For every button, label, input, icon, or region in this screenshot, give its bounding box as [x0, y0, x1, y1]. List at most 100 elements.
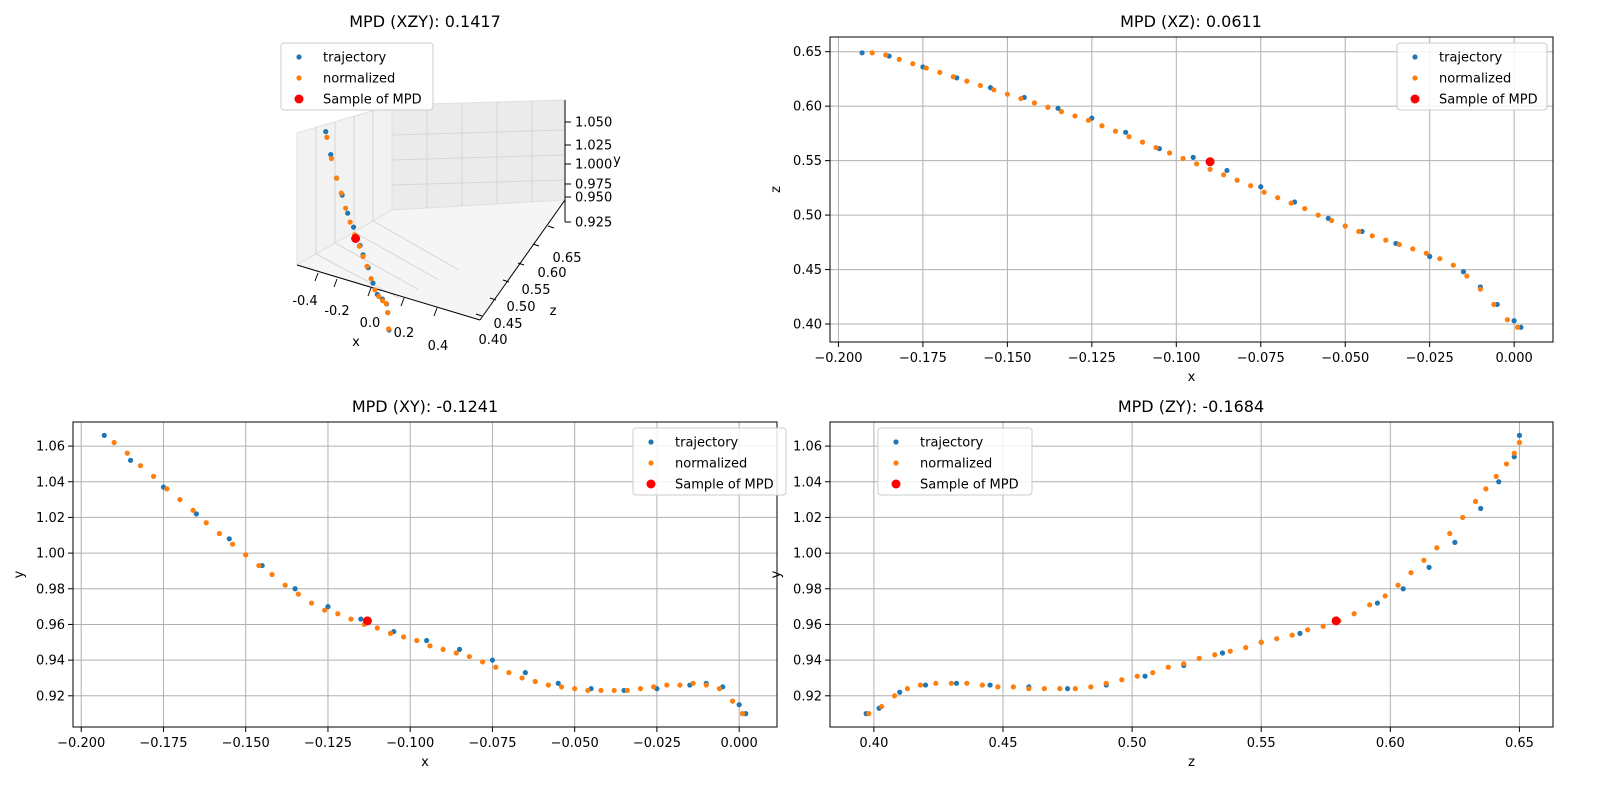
tick-label-x: −0.200 [814, 351, 862, 366]
data-point-3d [328, 152, 334, 158]
tick-label-y: 1.02 [793, 511, 822, 526]
data-point [1503, 461, 1510, 467]
data-point [190, 507, 196, 513]
data-point [522, 669, 528, 676]
tick-label-x: −0.100 [386, 736, 434, 751]
legend-marker [893, 460, 899, 466]
data-point [1400, 586, 1406, 592]
axis-label-y: z [769, 186, 784, 193]
data-point [1383, 237, 1389, 243]
data-point [611, 687, 617, 694]
data-point [335, 611, 341, 617]
data-point [295, 591, 301, 597]
tick-label-x: −0.150 [222, 736, 270, 751]
data-point [1058, 109, 1065, 115]
tick-label-x: 0.000 [1496, 351, 1533, 366]
series-sample-of-mpd [1205, 157, 1215, 167]
legend-marker [648, 460, 654, 466]
legend-frame [632, 427, 787, 496]
data-point [1342, 223, 1348, 229]
tick-label-x: 0.50 [1118, 736, 1147, 751]
data-point [137, 463, 144, 469]
tick-label-z-3d: 0.65 [553, 251, 582, 266]
data-point-3d [343, 205, 349, 211]
tick-x-3d [367, 287, 372, 297]
series-normalized [324, 134, 392, 332]
tick-x-3d [314, 272, 319, 282]
gridlines [830, 422, 1553, 727]
data-point [1126, 134, 1132, 140]
tick-label-x: 0.60 [1376, 736, 1405, 751]
legend-label: Sample of MPD [323, 93, 422, 108]
data-point [948, 680, 954, 686]
data-point [964, 680, 970, 686]
data-point [879, 703, 885, 710]
data-point [1196, 655, 1202, 661]
tick-label-y: 1.00 [36, 547, 65, 562]
data-point [1165, 664, 1171, 670]
data-point [1356, 228, 1362, 235]
data-point [1374, 600, 1381, 606]
data-point [358, 616, 364, 622]
data-point [904, 686, 911, 692]
data-point [216, 530, 222, 537]
data-point [1153, 144, 1159, 151]
series-sample-of-mpd [362, 616, 372, 626]
data-point [325, 604, 331, 610]
data-point [1496, 479, 1502, 485]
data-point [1367, 602, 1373, 608]
tick-x-3d [433, 307, 438, 317]
tick-z-3d [489, 297, 497, 301]
data-point [1224, 167, 1230, 174]
data-point [1026, 686, 1032, 692]
tick-label-x: 0.45 [989, 736, 1018, 751]
data-point [1041, 686, 1047, 692]
data-point [598, 687, 604, 694]
data-point [1103, 680, 1109, 686]
panel-mpd-xz-0-0611: −0.200 −0.175 −0.150 −0.125 −0.100 −0.075 −0.0… [769, 36, 1554, 385]
data-point [1180, 155, 1186, 162]
tick-label-y: 0.94 [36, 654, 65, 669]
data-point [558, 684, 565, 690]
data-point [1491, 301, 1497, 308]
data-point [519, 675, 525, 681]
tick-label-x: −0.050 [551, 736, 599, 751]
legend-marker [648, 439, 654, 445]
panel-mpd-xy-0-1241: −0.200 −0.175 −0.150 −0.125 −0.100 −0.075 −0.0… [12, 421, 778, 770]
legend-label: Sample of MPD [675, 478, 774, 493]
data-point [1018, 95, 1024, 102]
tick-label-y-3d: 1.025 [575, 139, 612, 154]
chart-title: MPD (ZY): -0.1684 [1118, 397, 1264, 416]
legend-label: Sample of MPD [1439, 93, 1538, 108]
data-point [1320, 623, 1326, 629]
data-point-3d [372, 287, 378, 293]
data-point [1099, 123, 1105, 129]
data-point [1289, 632, 1295, 638]
tick-label-y: 0.60 [793, 100, 822, 115]
legend-marker [1410, 94, 1420, 104]
data-point [1493, 473, 1499, 480]
plot-frame [829, 36, 1554, 343]
tick-label-x: −0.075 [1237, 351, 1285, 366]
data-point [1297, 630, 1303, 636]
data-point [1010, 684, 1016, 690]
data-point [362, 616, 372, 626]
tick-label-y: 1.02 [36, 511, 65, 526]
tick-label-y-3d: 0.950 [575, 191, 612, 206]
legend-marker [1412, 75, 1418, 81]
data-point [979, 682, 985, 688]
data-point [1437, 256, 1443, 262]
data-point [1088, 684, 1094, 690]
tick-label-y: 0.98 [36, 582, 65, 597]
data-point [651, 684, 657, 690]
data-point [1123, 129, 1129, 135]
tick-label-x: −0.125 [304, 736, 352, 751]
data-point [1472, 498, 1479, 504]
axis-label-y: y [12, 570, 27, 578]
chart-title: MPD (XZY): 0.1417 [349, 12, 501, 31]
data-point [1004, 91, 1010, 97]
data-point [101, 432, 107, 438]
tick-label-y: 1.00 [793, 547, 822, 562]
plot-frame [72, 421, 778, 728]
